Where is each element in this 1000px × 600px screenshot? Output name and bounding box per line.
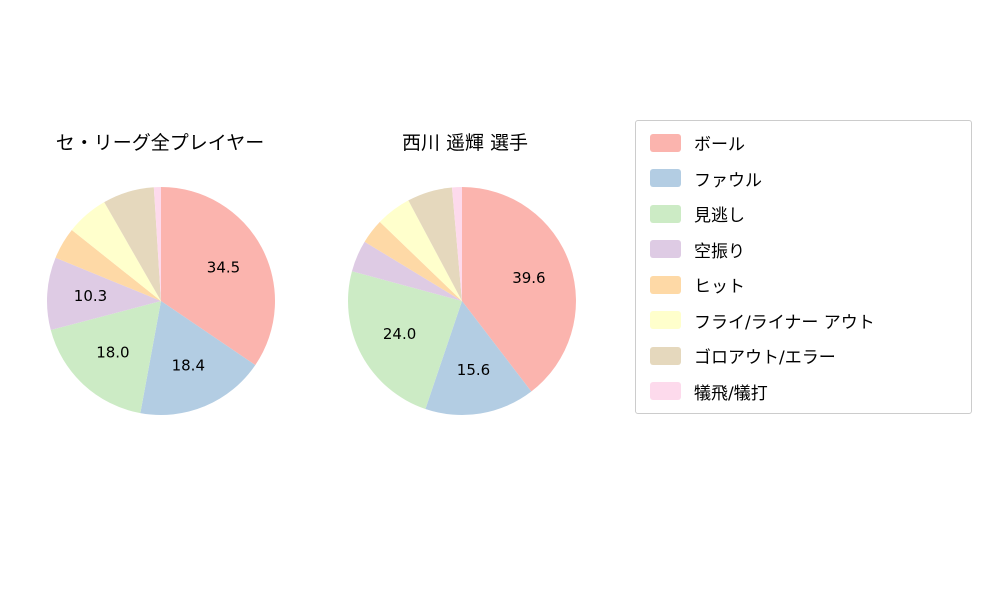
slice-value-label: 18.4 (172, 357, 205, 375)
pie-slice-3 (46, 257, 161, 331)
pie-slice-1 (140, 301, 256, 415)
pie-chart-player: 39.6 15.6 24.0 (348, 187, 576, 415)
pie-slice-7 (153, 186, 161, 301)
pie-slice-2 (348, 271, 462, 409)
legend-label: 空振り (694, 241, 745, 262)
legend-label: ヒット (694, 277, 745, 298)
legend-swatch (650, 169, 681, 188)
pie-chart-league: 34.5 18.4 18.0 10.3 (46, 186, 276, 415)
pie-slice-2 (50, 301, 161, 414)
legend-item-3: 空振り (636, 232, 971, 268)
legend-label: ゴロアウト/エラー (694, 348, 836, 369)
pie-slice-1 (425, 301, 532, 415)
legend-item-5: フライ/ライナー アウト (636, 303, 971, 339)
pie-slice-0 (161, 187, 276, 366)
legend-item-4: ヒット (636, 267, 971, 303)
pie-slice-4 (364, 221, 462, 301)
legend: ボールファウル見逃し空振りヒットフライ/ライナー アウト ゴロアウト/エラー 犠飛/… (635, 120, 972, 414)
legend-label: ファウル (694, 170, 762, 191)
legend-label: 犠飛/犠打 (694, 383, 768, 404)
pie-slice-4 (55, 230, 161, 301)
slice-value-label: 10.3 (74, 287, 107, 305)
legend-swatch (650, 311, 681, 330)
pie-slice-5 (71, 202, 161, 301)
pie-slice-5 (379, 200, 462, 301)
legend-item-0: ボール (636, 125, 971, 161)
slice-value-label: 39.6 (512, 269, 545, 287)
legend-swatch (650, 204, 681, 223)
slice-value-label: 15.6 (457, 361, 490, 379)
pie-slice-6 (104, 187, 161, 301)
legend-item-1: ファウル (636, 161, 971, 197)
slice-value-label: 34.5 (207, 258, 240, 276)
slice-value-label: 24.0 (383, 325, 416, 343)
legend-item-7: 犠飛/犠打 (636, 374, 971, 410)
legend-label: 見逃し (694, 206, 745, 227)
legend-items: ボールファウル見逃し空振りヒットフライ/ライナー アウト ゴロアウト/エラー 犠飛/… (636, 125, 971, 409)
legend-label: フライ/ライナー アウト (694, 312, 875, 333)
slice-value-label: 18.0 (96, 343, 129, 361)
legend-item-2: 見逃し (636, 196, 971, 232)
legend-swatch (650, 133, 681, 152)
legend-swatch (650, 240, 681, 259)
pie-slice-6 (408, 187, 462, 301)
legend-swatch (650, 275, 681, 294)
pie-chart-league-title: セ・リーグ全プレイヤー (55, 132, 265, 154)
pie-slice-3 (351, 241, 462, 301)
pie-slice-0 (462, 187, 576, 392)
pie-chart-player-title: 西川 遥輝 選手 (401, 132, 529, 154)
legend-swatch (650, 382, 681, 401)
legend-swatch (650, 346, 681, 365)
legend-item-6: ゴロアウト/エラー (636, 338, 971, 374)
legend-label: ボール (694, 135, 745, 156)
pie-slice-7 (451, 187, 462, 301)
